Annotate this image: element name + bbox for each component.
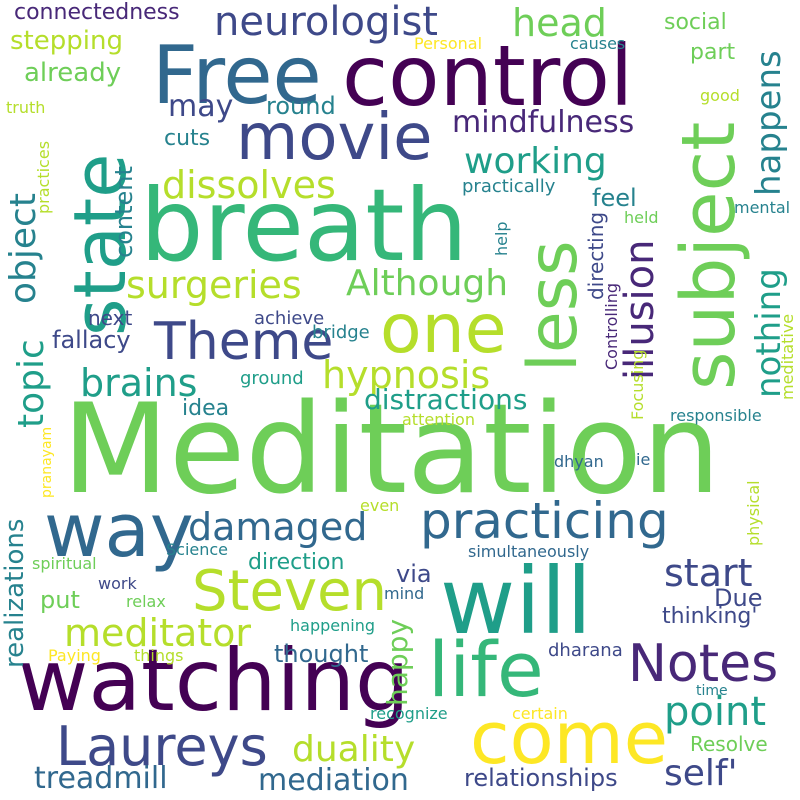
word-mind: mind: [384, 584, 425, 603]
word-responsible: responsible: [670, 406, 762, 425]
word-subject: subject: [666, 121, 752, 390]
word-thinking: thinking': [662, 604, 758, 629]
word-laureys: Laureys: [56, 715, 268, 778]
word-ie: ie: [636, 450, 651, 469]
word-ground: ground: [240, 368, 304, 389]
word-meditator: meditator: [64, 611, 252, 655]
word-life: life: [428, 625, 544, 714]
word-steven: Steven: [192, 559, 388, 624]
word-time: time: [696, 683, 728, 699]
word-already: already: [24, 58, 122, 88]
word-due: Due: [714, 584, 763, 612]
word-notes: Notes: [628, 634, 779, 694]
word-dhyan: dhyan: [554, 452, 604, 471]
word-truth: truth: [6, 98, 46, 117]
word-personal: Personal: [414, 34, 483, 53]
word-working: working: [464, 141, 607, 182]
word-movie: movie: [236, 101, 433, 175]
word-help: help: [492, 221, 511, 256]
word-mediation: mediation: [258, 763, 409, 798]
word-cuts: cuts: [164, 126, 211, 151]
word-bridge: bridge: [312, 322, 370, 343]
word-resolve: Resolve: [690, 732, 768, 756]
word-will: will: [440, 548, 592, 655]
word-science: Science: [166, 540, 229, 559]
word-simultaneously: simultaneously: [468, 542, 590, 561]
word-round: round: [266, 92, 336, 120]
word-physical: physical: [744, 480, 763, 546]
word-things: things: [134, 646, 184, 665]
word-relationships: relationships: [464, 764, 618, 792]
word-watching: watching: [18, 631, 410, 731]
word-start: start: [664, 551, 753, 595]
word-come: come: [470, 696, 669, 780]
word-idea: idea: [182, 396, 230, 421]
word-pranayam: pranayam: [39, 426, 55, 498]
word-one: one: [380, 290, 507, 369]
word-stepping: stepping: [10, 26, 123, 56]
word-neurologist: neurologist: [214, 0, 438, 45]
word-may: may: [168, 89, 234, 124]
word-achieve: achieve: [254, 308, 325, 329]
word-recognize: recognize: [370, 704, 448, 723]
word-fallacy: fallacy: [52, 326, 131, 354]
word-control: control: [342, 27, 634, 125]
word-dissolves: dissolves: [162, 163, 336, 207]
word-mental: mental: [734, 198, 791, 217]
word-free: Free: [152, 29, 322, 122]
word-point: point: [664, 689, 767, 735]
word-breath: breath: [140, 167, 468, 284]
word-content: content: [110, 166, 138, 258]
word-next: next: [88, 306, 133, 330]
word-way: way: [44, 488, 194, 574]
word-good: good: [700, 86, 740, 105]
word-part: part: [690, 40, 736, 65]
word-practically: practically: [462, 176, 556, 197]
word-social: social: [664, 10, 727, 35]
word-meditation: Meditation: [62, 378, 721, 522]
word-put: put: [40, 586, 80, 614]
word-theme: Theme: [154, 312, 334, 372]
word-meditative: meditative: [778, 313, 797, 400]
word-self: self': [664, 753, 738, 794]
word-dharana: dharana: [548, 640, 623, 661]
word-although: Although: [346, 263, 509, 304]
word-feel: feel: [592, 184, 637, 212]
word-realizations: realizations: [0, 518, 30, 668]
word-attention: attention: [402, 410, 475, 429]
word-distractions: distractions: [364, 383, 528, 416]
word-happens: happens: [749, 50, 789, 196]
word-practicing: practicing: [420, 492, 669, 550]
word-thought: thought: [274, 640, 369, 668]
word-surgeries: surgeries: [126, 263, 302, 307]
word-practices: practices: [34, 140, 53, 214]
word-controlling: Controlling: [602, 282, 621, 370]
word-connectedness: connectedness: [14, 0, 180, 25]
word-damaged: damaged: [188, 505, 368, 549]
word-held: held: [624, 208, 659, 227]
word-less: less: [514, 240, 593, 372]
word-even: even: [360, 496, 400, 515]
word-paying: Paying: [48, 646, 101, 665]
word-treadmill: treadmill: [34, 761, 168, 796]
word-duality: duality: [292, 729, 416, 770]
word-via: via: [396, 560, 432, 588]
word-head: head: [512, 1, 607, 45]
word-spiritual: spiritual: [32, 554, 97, 573]
word-happening: happening: [290, 616, 375, 635]
word-relax: relax: [126, 592, 166, 611]
word-causes: causes: [570, 34, 626, 53]
word-happy: happy: [381, 618, 414, 706]
word-work: work: [98, 574, 137, 593]
word-mindfulness: mindfulness: [452, 105, 635, 140]
word-topic: topic: [11, 339, 52, 428]
word-brains: brains: [80, 361, 198, 405]
word-hypnosis: hypnosis: [322, 353, 491, 397]
word-certain: certain: [512, 704, 568, 723]
word-direction: direction: [248, 550, 345, 575]
word-focusing: Focusing: [628, 349, 647, 420]
